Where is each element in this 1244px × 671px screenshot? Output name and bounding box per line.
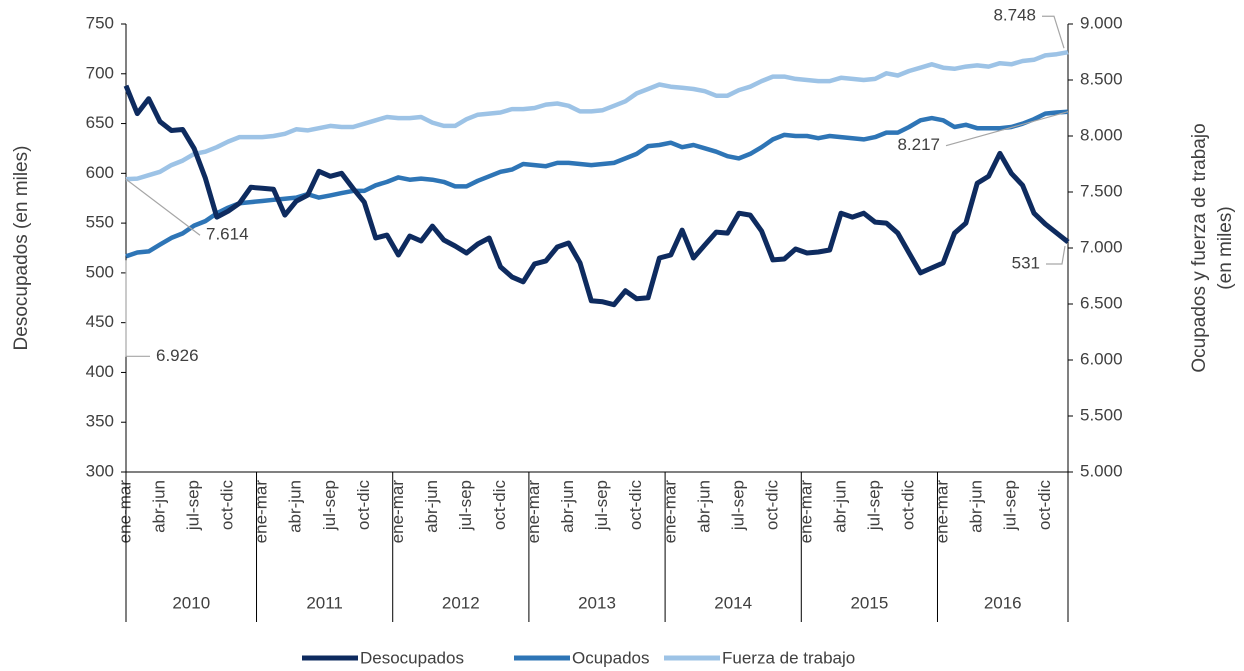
x-tick-label: ene-mar xyxy=(796,480,815,544)
y2-tick-label: 9.000 xyxy=(1080,13,1123,32)
label-leader xyxy=(945,111,1069,147)
y2-tick-label: 8.500 xyxy=(1080,69,1123,88)
group-label: 2014 xyxy=(714,593,752,612)
x-tick-label: ene-mar xyxy=(933,480,952,544)
y-tick-label: 450 xyxy=(86,312,114,331)
group-label: 2010 xyxy=(172,593,210,612)
y-tick-label: 750 xyxy=(86,13,114,32)
data-label: 6.926 xyxy=(156,346,199,365)
y-tick-label: 350 xyxy=(86,412,114,431)
x-tick-label: oct-dic xyxy=(490,480,509,531)
y2-axis-title: (en miles) xyxy=(1215,206,1236,289)
x-tick-label: abr-jun xyxy=(150,480,169,533)
label-leader xyxy=(1042,15,1065,49)
x-tick-label: ene-mar xyxy=(252,480,271,544)
y-axis-title: Desocupados (en miles) xyxy=(11,146,32,351)
y2-axis-title: Ocupados y fuerza de trabajo xyxy=(1189,123,1210,372)
x-tick-label: jul-sep xyxy=(184,480,203,531)
y-tick-label: 500 xyxy=(86,262,114,281)
x-tick-label: oct-dic xyxy=(899,480,918,531)
y2-tick-label: 5.000 xyxy=(1080,461,1123,480)
y2-tick-label: 6.000 xyxy=(1080,349,1123,368)
label-leader xyxy=(125,260,150,357)
y-tick-label: 550 xyxy=(86,213,114,232)
x-tick-label: jul-sep xyxy=(865,480,884,531)
series-line xyxy=(125,109,1069,259)
y-tick-label: 300 xyxy=(86,461,114,480)
x-tick-label: abr-jun xyxy=(286,480,305,533)
label-leader xyxy=(1046,245,1066,265)
x-tick-label: abr-jun xyxy=(830,480,849,533)
y-tick-label: 700 xyxy=(86,63,114,82)
x-tick-label: ene-mar xyxy=(524,480,543,544)
group-label: 2012 xyxy=(442,593,480,612)
group-label: 2011 xyxy=(306,593,343,612)
x-tick-label: jul-sep xyxy=(592,480,611,531)
group-label: 2015 xyxy=(850,593,888,612)
y2-tick-label: 7.500 xyxy=(1080,181,1123,200)
data-label: 7.614 xyxy=(206,225,249,244)
x-tick-label: abr-jun xyxy=(694,480,713,533)
legend-label: Fuerza de trabajo xyxy=(722,648,855,667)
x-tick-label: jul-sep xyxy=(1001,480,1020,531)
legend-label: Ocupados xyxy=(572,648,650,667)
x-tick-label: oct-dic xyxy=(762,480,781,531)
y2-tick-label: 8.000 xyxy=(1080,125,1123,144)
data-label: 8.217 xyxy=(897,135,940,154)
data-label: 531 xyxy=(1012,254,1040,273)
x-tick-label: abr-jun xyxy=(558,480,577,533)
legend-label: Desocupados xyxy=(360,648,464,667)
y-tick-label: 400 xyxy=(86,362,114,381)
series-line xyxy=(123,84,1070,308)
x-tick-label: oct-dic xyxy=(1035,480,1054,531)
data-label: 8.748 xyxy=(993,6,1036,25)
x-tick-label: jul-sep xyxy=(728,480,747,531)
x-tick-label: oct-dic xyxy=(218,480,237,531)
group-label: 2013 xyxy=(578,593,616,612)
x-tick-label: jul-sep xyxy=(456,480,475,531)
x-tick-label: ene-mar xyxy=(388,480,407,544)
y-tick-label: 650 xyxy=(86,113,114,132)
y2-tick-label: 5.500 xyxy=(1080,405,1123,424)
x-tick-label: oct-dic xyxy=(626,480,645,531)
x-tick-label: ene-mar xyxy=(660,480,679,544)
group-label: 2016 xyxy=(984,593,1022,612)
y2-tick-label: 7.000 xyxy=(1080,237,1123,256)
label-leader xyxy=(125,178,201,236)
series-line xyxy=(125,49,1069,182)
x-tick-label: jul-sep xyxy=(320,480,339,531)
y-tick-label: 600 xyxy=(86,163,114,182)
x-tick-label: ene-mar xyxy=(115,480,134,544)
x-tick-label: abr-jun xyxy=(422,480,441,533)
x-tick-label: oct-dic xyxy=(354,480,373,531)
y2-tick-label: 6.500 xyxy=(1080,293,1123,312)
x-tick-label: abr-jun xyxy=(967,480,986,533)
